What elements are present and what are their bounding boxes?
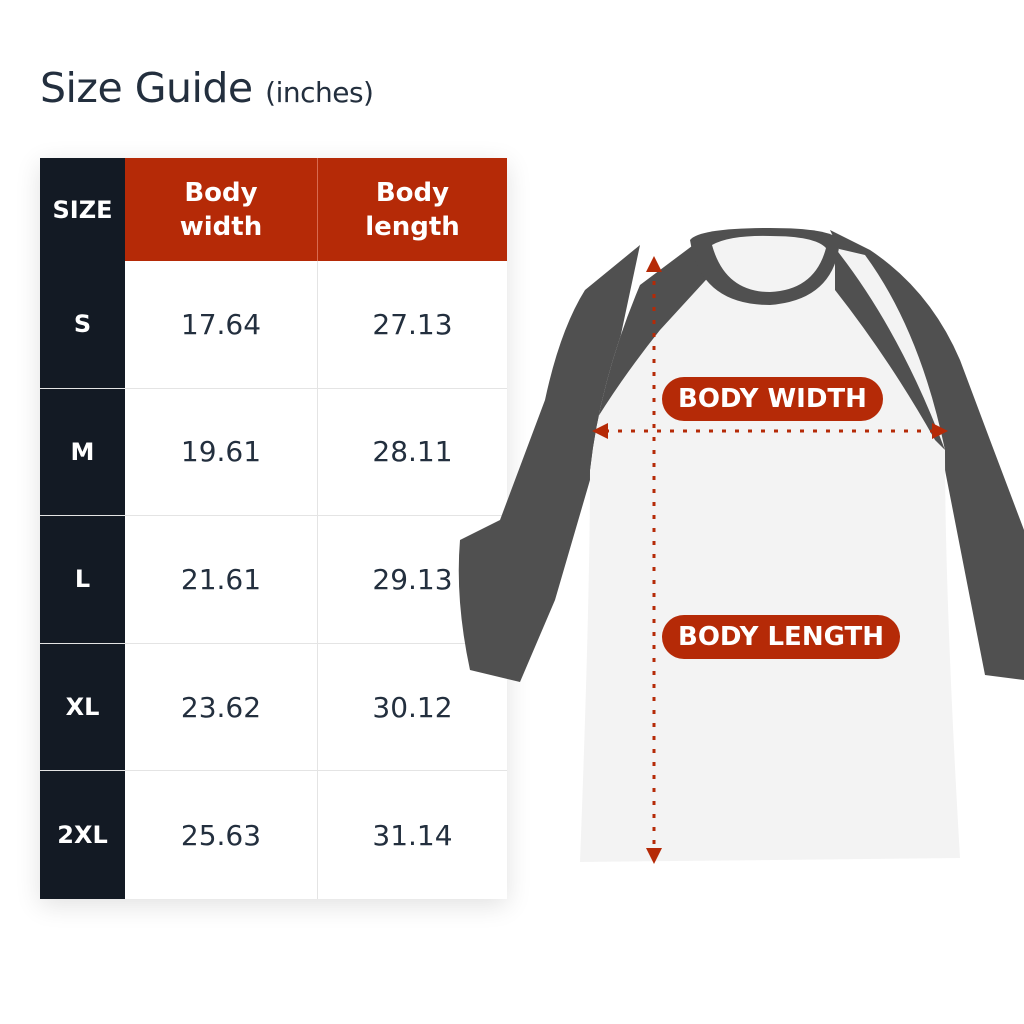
body-width-cell: 23.62 [125,643,318,771]
table-header: SIZE Body width Body length [40,158,507,261]
body-length-cell: 31.14 [372,818,453,852]
size-table: SIZE Body width Body length S 17.64 27.13 M 19… [40,158,507,899]
header-line: length [365,211,460,242]
body-width-cell: 19.61 [125,388,318,516]
body-width-cell: 25.63 [125,771,318,899]
body-width-cell: 21.61 [125,516,318,643]
header-line: width [179,211,263,242]
title-text: Size Guide [40,64,253,112]
arrow-left-icon [592,423,608,439]
arrow-right-icon [932,423,948,439]
size-cell: L [40,516,125,643]
header-body-length: Body length [318,158,507,261]
table-row: 2XL 25.63 31.14 [40,771,507,899]
title-unit: (inches) [265,76,374,109]
table-row: L 21.61 29.13 [40,516,507,644]
body-length-cell: 27.13 [372,307,453,341]
body-length-cell: 30.12 [372,690,453,724]
arrow-down-icon [646,848,662,864]
body-width-label: BODY WIDTH [662,377,883,421]
table-row: M 19.61 28.11 [40,388,507,517]
size-cell: 2XL [40,771,125,899]
body-length-label: BODY LENGTH [662,615,900,659]
body-length-cell: 29.13 [372,562,453,596]
body-length-cell: 28.11 [372,435,453,469]
table-row: XL 23.62 30.12 [40,643,507,772]
right-sleeve [830,230,1024,680]
header-line: Body [375,177,450,208]
header-line: Body [184,177,258,208]
size-cell: S [40,261,125,388]
arrow-up-icon [646,256,662,272]
header-size: SIZE [40,158,125,261]
body-width-cell: 17.64 [125,261,318,388]
size-cell: XL [40,643,125,771]
table-row: S 17.64 27.13 [40,261,507,389]
page-title: Size Guide (inches) [40,64,374,112]
size-cell: M [40,388,125,516]
shirt-diagram [458,228,1024,864]
header-body-width: Body width [125,158,318,261]
left-sleeve [458,245,640,682]
